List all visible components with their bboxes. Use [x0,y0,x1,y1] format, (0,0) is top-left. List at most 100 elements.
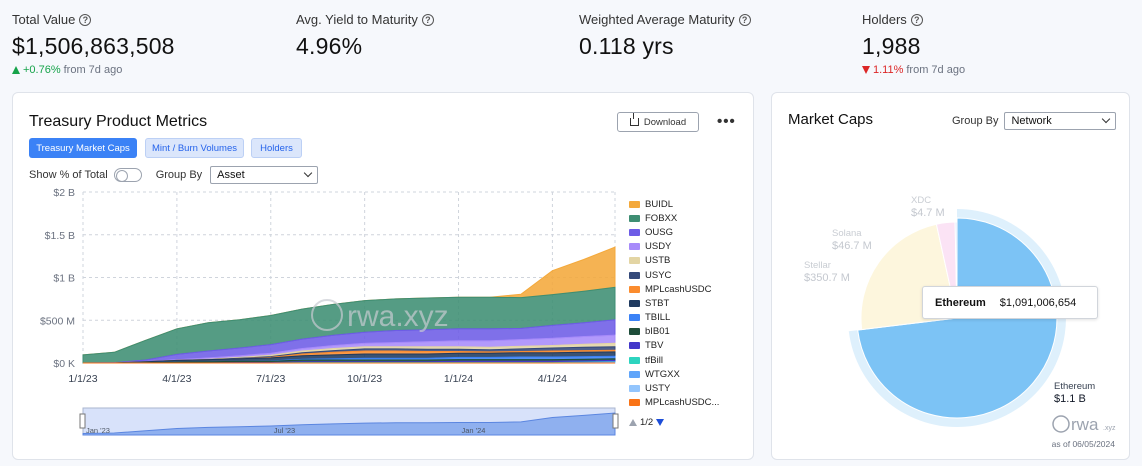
kpi-avg-yield: Avg. Yield to Maturity? 4.96% [296,12,434,60]
download-label: Download [643,116,687,128]
legend-item[interactable]: TBV [629,339,719,353]
legend-item[interactable]: tfBill [629,353,719,367]
x-tick-label: 1/1/24 [444,373,473,385]
kpi-label: Total Value [12,12,76,27]
kpi-change: 1.11% [873,64,904,76]
card-title: Treasury Product Metrics [29,113,208,130]
legend-swatch [629,214,640,222]
watermark-text: rwa [1071,415,1099,434]
arrow-up-icon [12,66,20,74]
legend-label: STBT [645,297,670,309]
tab-mint-burn-volumes[interactable]: Mint / Burn Volumes [145,138,244,158]
help-icon[interactable]: ? [910,13,923,26]
kpi-value: 4.96% [296,33,363,59]
group-by-select[interactable]: Network [1004,112,1117,130]
help-icon[interactable]: ? [421,13,434,26]
market-caps-card: Market Caps Group By Network Ethereum $1.… [771,92,1130,460]
legend-label: USTB [645,255,671,267]
group-by-label: Group By [952,115,999,127]
show-pct-toggle[interactable] [113,168,142,182]
legend-label: USYC [645,269,672,281]
page-down-icon[interactable] [656,419,665,426]
kpi-value: 1,988 [862,33,921,59]
pie-tooltip: Ethereum $1,091,006,654 [922,286,1098,319]
watermark-logo-icon [311,299,343,331]
watermark-logo-icon [1052,415,1070,433]
legend-item[interactable]: USTY [629,381,719,395]
legend-label: TBV [645,340,664,352]
legend-item[interactable]: USTB [629,254,719,268]
group-by-control: Group By Network [952,112,1117,130]
kpi-change-suffix: from 7d ago [63,64,123,76]
help-icon[interactable]: ? [738,13,751,26]
y-tick-label: $1.5 B [45,230,75,242]
legend-label: USDY [645,241,672,253]
legend-swatch [629,243,640,251]
y-tick-label: $0 K [53,358,75,370]
legend-item[interactable]: MPLcashUSDC... [629,396,719,410]
treasury-metrics-card: Treasury Product Metrics Download ••• Tr… [12,92,754,460]
legend-item[interactable]: WTGXX [629,367,719,381]
watermark-text: rwa.xyz [347,300,449,333]
legend-swatch [629,385,640,393]
x-tick-label: 4/1/24 [538,373,567,385]
legend-pager: 1/2 [629,417,665,428]
pie-label-name: XDC [911,195,931,206]
download-icon [629,113,639,126]
kpi-label: Holders [862,12,907,27]
navigator-handle-left [79,413,86,429]
legend-label: MPLcashUSDC... [645,397,720,409]
stacked-area-chart[interactable]: $2 B $1.5 B $1 B $500 M $0 K 1/1/23 4/1/23 7/1/… [13,93,755,461]
navigator-series [82,412,616,436]
group-by-label: Group By [155,169,203,181]
legend-swatch [629,285,640,293]
legend-label: bIB01 [645,326,670,338]
legend-item[interactable]: FOBXX [629,211,719,225]
group-by-value: Network [1011,115,1052,127]
download-button[interactable]: Download [617,112,699,132]
kpi-change-suffix: from 7d ago [906,64,966,76]
more-options-icon[interactable]: ••• [717,113,736,130]
x-tick-label: 7/1/23 [256,373,285,385]
kpi-value: $1,506,863,508 [12,33,175,59]
kpi-weighted-maturity: Weighted Average Maturity? 0.118 yrs [579,12,751,60]
show-pct-label: Show % of Total [29,169,108,181]
group-by-value: Asset [217,169,245,181]
legend-item[interactable]: STBT [629,296,719,310]
legend-item[interactable]: USDY [629,240,719,254]
kpi-holders: Holders? 1,988 1.11% from 7d ago [862,12,965,76]
pie-label-name: Solana [832,228,862,239]
legend-label: USTY [645,383,671,395]
legend-label: MPLcashUSDC [645,283,712,295]
legend-swatch [629,200,640,208]
as-of-date: as of 06/05/2024 [1051,439,1115,449]
kpi-change: +0.76% [23,64,61,76]
legend-swatch [629,328,640,336]
navigator-label: Jul '23 [274,426,295,435]
y-tick-label: $500 M [40,315,75,327]
arrow-down-icon [862,66,870,74]
kpi-value: 0.118 yrs [579,33,674,59]
y-tick-label: $1 B [53,273,75,285]
pie-label-value: $4.7 M [911,207,945,219]
legend-item[interactable]: bIB01 [629,325,719,339]
navigator-label: Jan '24 [462,426,486,435]
help-icon[interactable]: ? [79,13,92,26]
legend-item[interactable]: BUIDL [629,197,719,211]
group-by-select[interactable]: Asset [210,166,319,184]
pie-label-value: $1.1 B [1054,393,1086,405]
tab-holders[interactable]: Holders [251,138,302,158]
legend-item[interactable]: MPLcashUSDC [629,282,719,296]
legend-item[interactable]: OUSG [629,225,719,239]
legend-swatch [629,356,640,364]
legend-label: tfBill [645,354,663,366]
legend-swatch [629,399,640,407]
legend-item[interactable]: TBILL [629,311,719,325]
legend-swatch [629,271,640,279]
x-tick-label: 1/1/23 [68,373,97,385]
legend-item[interactable]: USYC [629,268,719,282]
page-up-icon[interactable] [629,419,637,426]
tab-treasury-market-caps[interactable]: Treasury Market Caps [29,138,137,158]
tooltip-value: $1,091,006,654 [999,296,1077,309]
